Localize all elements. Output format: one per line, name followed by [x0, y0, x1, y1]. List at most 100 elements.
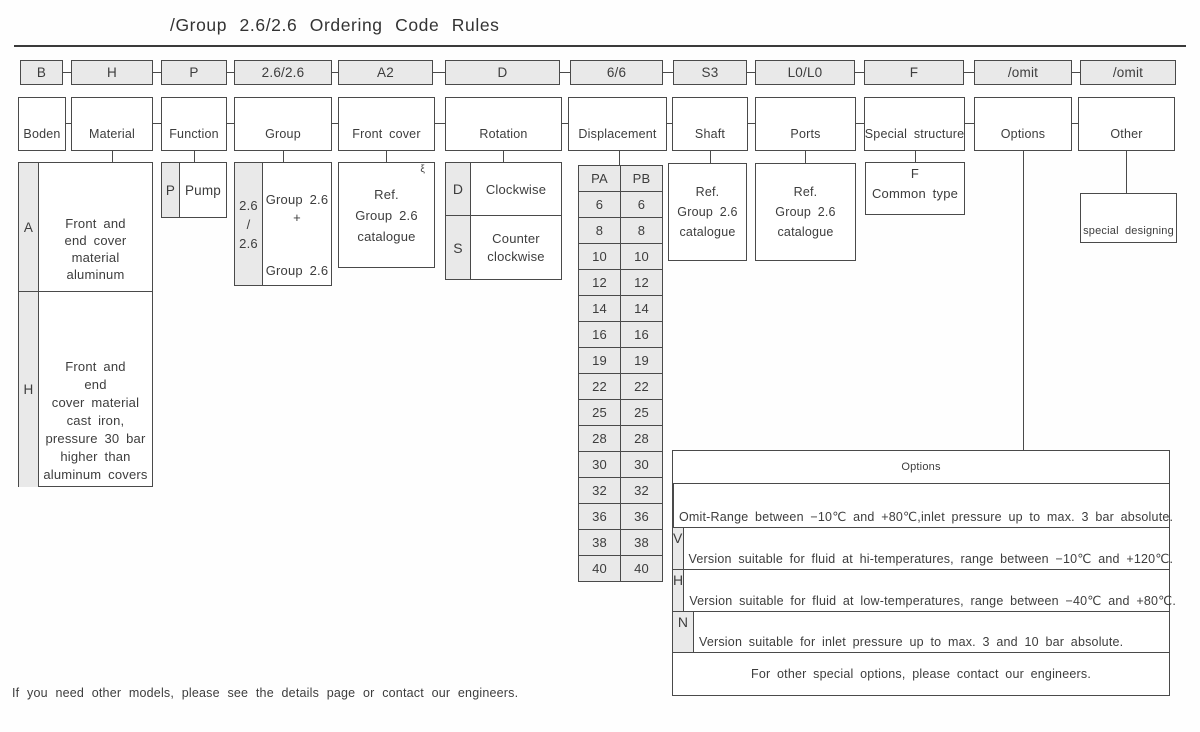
category-row-connector [435, 123, 445, 124]
displacement-cell: 22 [578, 373, 621, 400]
group-code: 2.6 / 2.6 [235, 163, 263, 285]
code-box-6: D [445, 60, 560, 85]
displacement-cell: 10 [620, 243, 663, 270]
code-box-7: 6/6 [570, 60, 663, 85]
category-row-connector [562, 123, 568, 124]
category-detail-connector [386, 151, 387, 162]
category-row-connector [1072, 123, 1078, 124]
function-detail: P Pump [161, 162, 227, 218]
displacement-cell: 28 [578, 425, 621, 452]
category-box-boden: Boden [18, 97, 66, 151]
category-box-rotation: Rotation [445, 97, 562, 151]
group-content: Group 2.6 + Group 2.6 [263, 163, 331, 285]
displacement-cell: 16 [620, 321, 663, 348]
front-cover-text: Ref. Group 2.6 catalogue [355, 186, 418, 244]
code-box-2: H [71, 60, 153, 85]
code-row-connector [560, 72, 570, 73]
code-row-connector [855, 72, 864, 73]
material-detail: A Front and end cover material aluminum … [18, 162, 153, 487]
code-box-12: /omit [1080, 60, 1176, 85]
code-box-4: 2.6/2.6 [234, 60, 332, 85]
category-box-displacement: Displacement [568, 97, 667, 151]
category-row-connector [332, 123, 338, 124]
displacement-cell: 40 [620, 555, 663, 582]
displacement-cell: 22 [620, 373, 663, 400]
displacement-cell: 32 [578, 477, 621, 504]
displacement-header-cell: PA [578, 165, 621, 192]
code-box-5: A2 [338, 60, 433, 85]
rotation-label-s: Counter clockwise [487, 230, 545, 264]
other-detail: special designing [1080, 193, 1177, 243]
code-row-connector [63, 72, 71, 73]
rotation-row-s: S Counter clockwise [446, 215, 561, 279]
options-code-cell: V [673, 528, 684, 569]
material-code-a: A [19, 163, 39, 291]
rotation-label-d: Clockwise [485, 181, 547, 197]
function-label: Pump [184, 182, 222, 198]
material-row-a: A Front and end cover material aluminum [19, 163, 152, 291]
code-box-10: F [864, 60, 964, 85]
code-box-9: L0/L0 [755, 60, 855, 85]
group-detail: 2.6 / 2.6 Group 2.6 + Group 2.6 [234, 162, 332, 286]
category-detail-connector [619, 151, 620, 165]
options-desc-cell: Version suitable for fluid at low-temper… [689, 594, 1177, 608]
group-top-label: Group 2.6 + [265, 192, 329, 225]
displacement-cell: 38 [578, 529, 621, 556]
displacement-cell: 19 [578, 347, 621, 374]
displacement-cell: 14 [620, 295, 663, 322]
displacement-cell: 40 [578, 555, 621, 582]
category-box-front-cover: Front cover [338, 97, 435, 151]
category-box-function: Function [161, 97, 227, 151]
options-desc-cell: Version suitable for fluid at hi-tempera… [688, 552, 1174, 566]
displacement-cell: 16 [578, 321, 621, 348]
category-detail-connector [283, 151, 284, 162]
category-row-connector [748, 123, 755, 124]
displacement-cell: 6 [578, 191, 621, 218]
options-code-cell: H [673, 570, 685, 611]
category-detail-connector [915, 151, 916, 162]
page-title: /Group 2.6/2.6 Ordering Code Rules [170, 15, 500, 35]
category-detail-connector [805, 151, 806, 163]
category-box-other: Other [1078, 97, 1175, 151]
displacement-header-cell: PB [620, 165, 663, 192]
category-box-group: Group [234, 97, 332, 151]
code-row-connector [332, 72, 338, 73]
special-structure-detail: F Common type [865, 162, 965, 215]
footer-note: If you need other models, please see the… [12, 686, 519, 700]
displacement-cell: 30 [620, 451, 663, 478]
category-box-shaft: Shaft [672, 97, 748, 151]
displacement-cell: 8 [578, 217, 621, 244]
category-detail-connector [1023, 151, 1024, 450]
front-cover-detail: ξ Ref. Group 2.6 catalogue [338, 162, 435, 268]
displacement-cell: 6 [620, 191, 663, 218]
special-structure-label: Common type [871, 186, 959, 201]
category-detail-connector [710, 151, 711, 163]
code-box-3: P [161, 60, 227, 85]
displacement-cell: 14 [578, 295, 621, 322]
category-detail-connector [1126, 151, 1127, 193]
category-detail-connector [194, 151, 195, 162]
code-row-connector [747, 72, 755, 73]
options-desc-cell: Omit-Range between −10℃ and +80℃,inlet p… [679, 510, 1174, 524]
options-row-n: N Version suitable for inlet pressure up … [672, 611, 1170, 653]
category-row-connector [66, 123, 71, 124]
code-row-connector [964, 72, 974, 73]
code-row-connector [663, 72, 673, 73]
displacement-cell: 32 [620, 477, 663, 504]
special-structure-code: F [910, 166, 920, 181]
category-row-connector [227, 123, 234, 124]
displacement-cell: 38 [620, 529, 663, 556]
options-table-header: Options [672, 450, 1170, 484]
group-bottom-label: Group 2.6 [265, 263, 329, 278]
category-row-connector [965, 123, 974, 124]
displacement-cell: 28 [620, 425, 663, 452]
options-table-footer: For other special options, please contac… [672, 652, 1170, 696]
category-box-ports: Ports [755, 97, 856, 151]
code-row-connector [1072, 72, 1080, 73]
code-row-connector [227, 72, 234, 73]
options-code-cell: N [673, 612, 694, 652]
options-desc-cell: Version suitable for inlet pressure up t… [699, 635, 1124, 649]
options-code-cell [673, 484, 674, 527]
code-box-1: B [20, 60, 63, 85]
